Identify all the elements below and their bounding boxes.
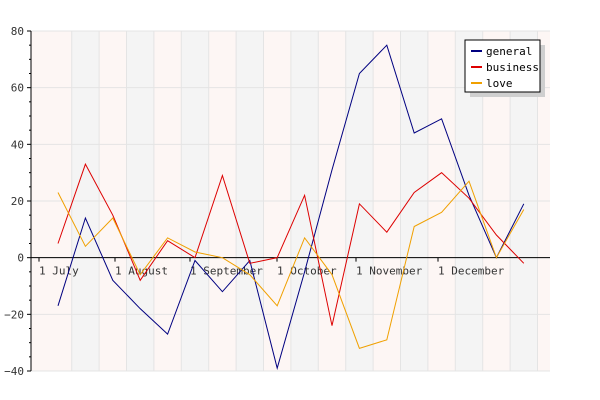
y-tick-label: 0 — [17, 252, 24, 265]
x-tick-label: 1 November — [356, 265, 423, 278]
axes — [27, 30, 550, 372]
x-tick-label: 1 September — [190, 265, 263, 278]
y-tick-label: −40 — [4, 365, 24, 378]
y-tick-label: −20 — [4, 308, 24, 321]
series-line-general — [57, 44, 525, 371]
series-lines — [57, 44, 525, 371]
y-tick-label: 20 — [11, 195, 24, 208]
x-tick-label: 1 August — [115, 265, 168, 278]
x-tick-label: 1 July — [39, 265, 79, 278]
grid-lines — [31, 30, 550, 372]
series-line-love — [57, 180, 525, 349]
x-axis-tick-labels: 1 July 1 August 1 September 1 October 1 Nove… — [38, 257, 505, 278]
series-line-business — [57, 162, 525, 326]
x-tick-label: 1 October — [277, 265, 337, 278]
y-tick-label: 40 — [11, 138, 24, 151]
y-tick-label: 80 — [11, 25, 24, 38]
y-tick-label: 60 — [11, 82, 24, 95]
legend-label-business: business — [486, 61, 539, 74]
legend-label-love: love — [486, 77, 513, 90]
x-tick-label: 1 December — [438, 265, 505, 278]
legend-label-general: general — [486, 45, 532, 58]
legend: general business love — [464, 39, 545, 97]
y-axis-tick-labels: −40 −20 0 20 40 60 80 — [4, 25, 24, 378]
